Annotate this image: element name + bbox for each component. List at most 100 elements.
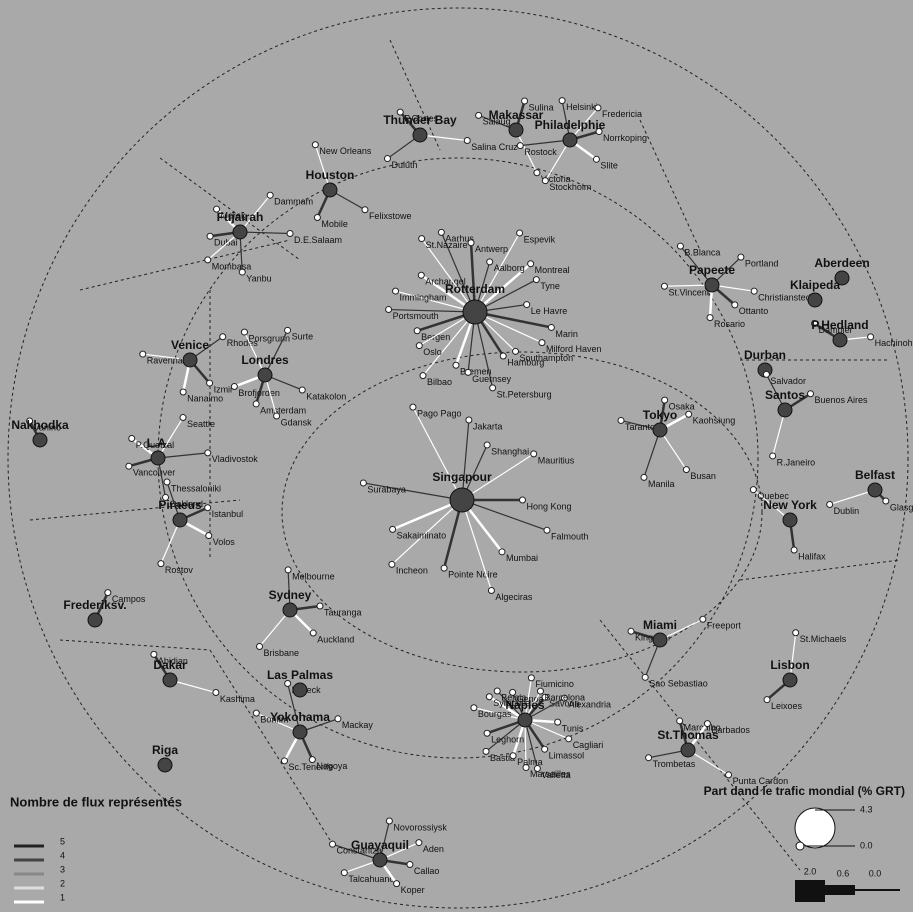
- hub-label: Belfast: [855, 468, 895, 482]
- port-label: Istanbul: [212, 509, 244, 519]
- port-label: St.Vincent: [668, 288, 709, 298]
- port-node: [707, 315, 713, 321]
- port-node: [548, 324, 554, 330]
- port-node: [499, 549, 505, 555]
- hub-label: P.Hedland: [811, 318, 868, 332]
- port-node: [770, 453, 776, 459]
- port-label: St.Michaels: [800, 634, 847, 644]
- port-label: Hong Kong: [527, 501, 572, 511]
- port-node: [231, 384, 237, 390]
- port-node: [418, 272, 424, 278]
- port-label: Algeciras: [495, 592, 533, 602]
- port-label: Portsmouth: [393, 311, 439, 321]
- port-label: Melbourne: [292, 571, 335, 581]
- legend-width-mid: [825, 885, 855, 895]
- port-label: Southampton: [520, 353, 574, 363]
- legend-width-min-label: 0.0: [869, 868, 882, 878]
- port-label: Bergen: [421, 332, 450, 342]
- hub-node: [783, 673, 797, 687]
- port-label: Sao Sebastiao: [649, 679, 708, 689]
- port-node: [531, 451, 537, 457]
- port-label: Slite: [600, 161, 618, 171]
- hub-label: Piraeus: [158, 498, 202, 512]
- port-label: Mackay: [342, 720, 374, 730]
- port-node: [751, 288, 757, 294]
- port-label: Hachinohe: [875, 338, 913, 348]
- port-label: Pointe Noire: [448, 569, 498, 579]
- port-node: [677, 243, 683, 249]
- port-node: [310, 630, 316, 636]
- hub-node: [450, 488, 474, 512]
- port-label: Taranto: [625, 422, 655, 432]
- port-label: Pago Pago: [417, 408, 462, 418]
- port-node: [299, 387, 305, 393]
- hub-label: Miami: [643, 618, 677, 632]
- port-label: Fredericia: [602, 109, 642, 119]
- port-label: Dubai: [214, 238, 238, 248]
- legend-width-mid-label: 0.6: [837, 868, 850, 878]
- port-label: New Orleans: [319, 146, 372, 156]
- port-label: D.E.Salaam: [294, 235, 342, 245]
- port-label: Montreal: [535, 265, 570, 275]
- port-node: [386, 307, 392, 313]
- hub-node: [183, 353, 197, 367]
- port-label: Barcelona: [544, 693, 585, 703]
- port-label: Freeport: [707, 621, 742, 631]
- port-node: [738, 254, 744, 260]
- port-node: [205, 505, 211, 511]
- port-label: Norrkoping: [603, 133, 647, 143]
- port-node: [791, 547, 797, 553]
- port-node: [494, 688, 500, 694]
- port-label: Nanaimo: [187, 393, 223, 403]
- port-node: [287, 230, 293, 236]
- port-node: [595, 105, 601, 111]
- port-label: Shanghai: [491, 446, 529, 456]
- port-label: Vancouver: [133, 468, 175, 478]
- port-label: Aden: [423, 844, 444, 854]
- port-node: [384, 156, 390, 162]
- port-node: [386, 818, 392, 824]
- port-label: Mobile: [321, 219, 348, 229]
- port-node: [207, 380, 213, 386]
- hub-label: Aberdeen: [814, 256, 869, 270]
- port-label: Limassol: [549, 751, 585, 761]
- port-node: [510, 689, 516, 695]
- port-node: [257, 644, 263, 650]
- port-node: [764, 697, 770, 703]
- port-node: [487, 259, 493, 265]
- port-label: Bilbao: [427, 377, 452, 387]
- port-label: Aalborg: [494, 263, 525, 273]
- port-label: Salina Cruz: [471, 142, 518, 152]
- port-label: Dublin: [834, 506, 860, 516]
- port-node: [207, 233, 213, 239]
- port-node: [205, 450, 211, 456]
- port-label: Katakolon: [306, 391, 346, 401]
- hub-node: [463, 300, 487, 324]
- port-label: Portland: [745, 258, 779, 268]
- hub-node: [173, 513, 187, 527]
- port-node: [868, 334, 874, 340]
- port-label: B.Blanca: [684, 248, 720, 258]
- port-node: [539, 340, 545, 346]
- port-node: [267, 192, 273, 198]
- port-node: [220, 334, 226, 340]
- port-node: [394, 881, 400, 887]
- legend-flow-label: 1: [60, 892, 65, 902]
- port-node: [312, 142, 318, 148]
- port-node: [341, 870, 347, 876]
- port-node: [750, 487, 756, 493]
- port-label: Tyne: [540, 281, 560, 291]
- hub-label: Durban: [744, 348, 786, 362]
- hub-label: Guayaquil: [351, 838, 409, 852]
- port-node: [500, 353, 506, 359]
- port-node: [419, 236, 425, 242]
- port-node: [441, 565, 447, 571]
- port-node: [566, 736, 572, 742]
- port-label: Ottanto: [739, 306, 769, 316]
- port-label: Vladivostok: [212, 454, 259, 464]
- port-node: [646, 755, 652, 761]
- port-node: [534, 765, 540, 771]
- port-label: Amsterdam: [260, 405, 306, 415]
- port-node: [883, 498, 889, 504]
- hub-label: Venice: [171, 338, 209, 352]
